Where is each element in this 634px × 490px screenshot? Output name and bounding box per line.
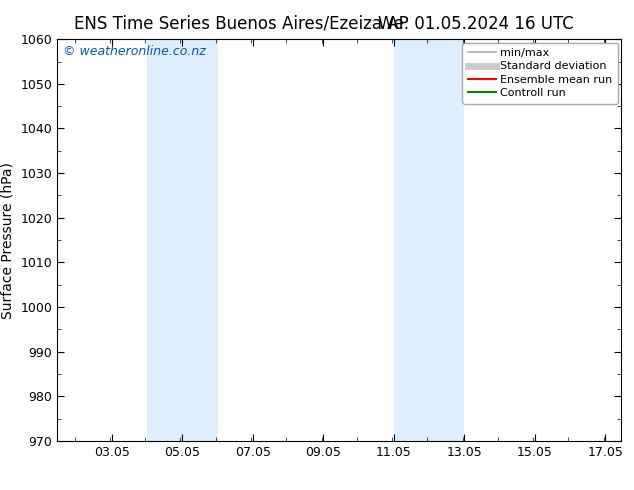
Y-axis label: Surface Pressure (hPa): Surface Pressure (hPa) (1, 162, 15, 318)
Bar (394, 39, 464, 441)
Bar (147, 39, 217, 441)
Legend: min/max, Standard deviation, Ensemble mean run, Controll run: min/max, Standard deviation, Ensemble me… (462, 43, 618, 104)
Text: ENS Time Series Buenos Aires/Ezeiza AP: ENS Time Series Buenos Aires/Ezeiza AP (74, 15, 408, 33)
Text: © weatheronline.co.nz: © weatheronline.co.nz (63, 45, 205, 58)
Text: We. 01.05.2024 16 UTC: We. 01.05.2024 16 UTC (378, 15, 573, 33)
